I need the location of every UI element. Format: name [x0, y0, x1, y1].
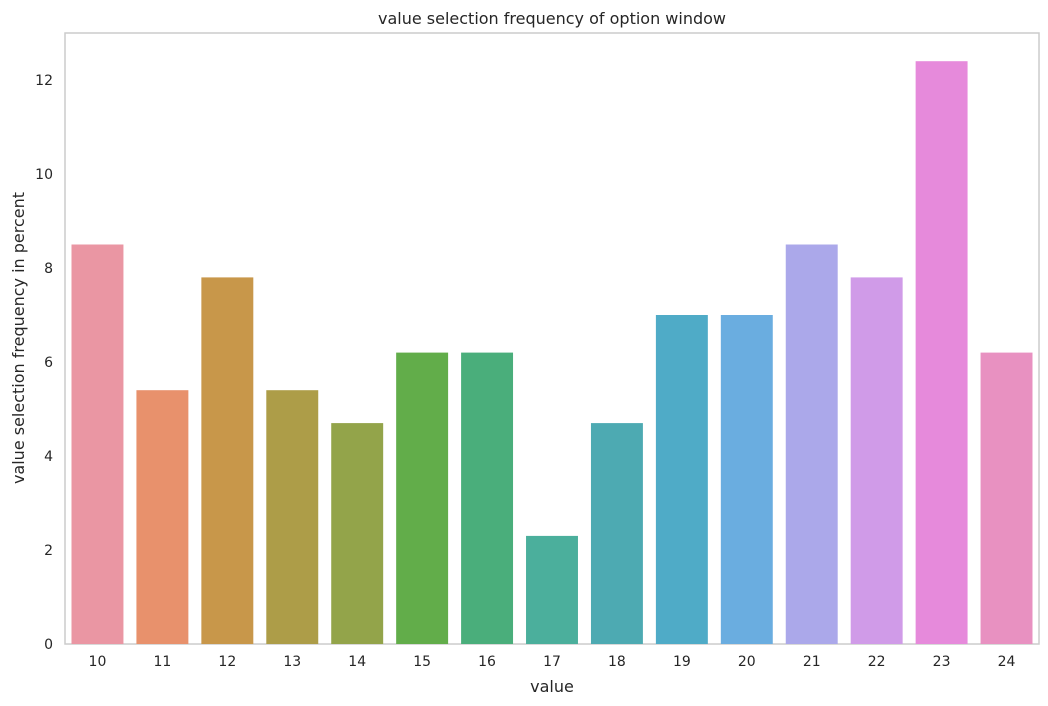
y-axis-ticks: 0 2 4 6 8 10 12	[35, 73, 53, 653]
y-axis-label: value selection frequency in percent	[9, 192, 28, 484]
x-tick-label: 16	[478, 654, 496, 670]
x-tick-label: 10	[89, 654, 107, 670]
x-tick-label: 20	[738, 654, 756, 670]
x-tick-label: 22	[868, 654, 886, 670]
bar-10	[71, 244, 124, 644]
bar-16	[461, 352, 514, 644]
x-tick-label: 24	[998, 654, 1016, 670]
y-tick-label: 8	[44, 261, 53, 277]
x-tick-label: 23	[933, 654, 951, 670]
x-axis-ticks: 10 11 12 13 14 15 16 17 18 19 20 21 22 23 24	[89, 654, 1016, 670]
chart-title: value selection frequency of option wind…	[378, 9, 726, 28]
x-tick-label: 14	[348, 654, 366, 670]
x-tick-label: 13	[283, 654, 301, 670]
bar-17	[526, 535, 578, 644]
x-tick-label: 19	[673, 654, 691, 670]
bar-22	[850, 277, 903, 644]
x-tick-label: 18	[608, 654, 626, 670]
x-tick-label: 12	[218, 654, 236, 670]
y-tick-label: 10	[35, 167, 53, 183]
y-tick-label: 12	[35, 73, 53, 89]
bar-23	[915, 61, 968, 644]
y-tick-label: 0	[44, 637, 53, 653]
bar-14	[331, 423, 384, 644]
bar-24	[980, 352, 1033, 644]
bar-21	[785, 244, 838, 644]
y-tick-label: 4	[44, 449, 53, 465]
x-tick-label: 11	[153, 654, 171, 670]
bar-19	[655, 315, 708, 644]
x-tick-label: 21	[803, 654, 821, 670]
bar-13	[266, 390, 319, 644]
y-tick-label: 6	[44, 355, 53, 371]
bar-20	[720, 315, 773, 644]
bar-15	[396, 352, 449, 644]
y-tick-label: 2	[44, 543, 53, 559]
bar-18	[590, 423, 643, 644]
bar-11	[136, 390, 189, 644]
x-tick-label: 17	[543, 654, 561, 670]
bar-12	[201, 277, 254, 644]
bars-group	[71, 61, 1033, 644]
x-axis-label: value	[530, 677, 574, 696]
x-tick-label: 15	[413, 654, 431, 670]
